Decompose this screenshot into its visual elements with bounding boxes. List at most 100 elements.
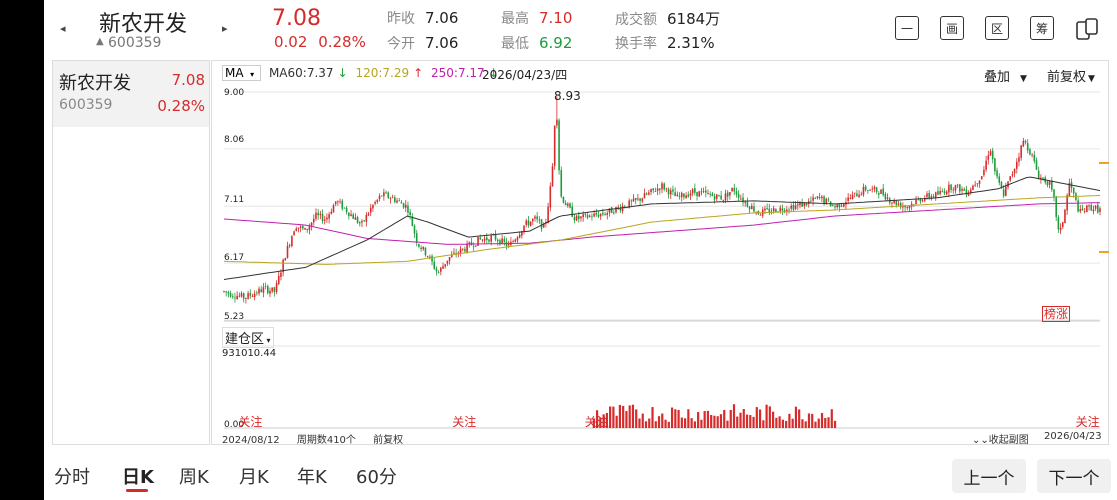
candle-body [523, 225, 525, 232]
caret-up-icon[interactable]: ▲ [96, 36, 104, 47]
rank-tag[interactable]: 榜涨 [1042, 306, 1071, 322]
next-stock-arrow-icon[interactable]: ▸ [222, 22, 228, 35]
overlay-select[interactable]: 叠加 ▼ [984, 66, 1027, 85]
tab-weekly[interactable]: 周K [179, 467, 209, 488]
candle-body [286, 245, 289, 258]
candle-body [1081, 208, 1084, 211]
sub-bar [684, 418, 687, 428]
candle-body [253, 293, 256, 298]
candle-body [783, 210, 786, 212]
adjust-label: 前复权 [1047, 70, 1087, 85]
candle-body [897, 203, 900, 205]
candle-body [461, 248, 464, 250]
candle-body [952, 189, 955, 191]
candle-body [374, 202, 376, 204]
candle-body [1033, 154, 1036, 162]
candle-body [1088, 205, 1090, 207]
candle-body [1022, 140, 1025, 147]
adjust-select[interactable]: 前复权 ▼ [1047, 66, 1095, 85]
draw-icon[interactable]: 画 [940, 16, 964, 40]
candle-body [567, 203, 569, 206]
candle-body [431, 255, 433, 262]
candle-body [878, 193, 880, 195]
sub-bar [628, 405, 631, 428]
open: 今开 7.06 [387, 33, 458, 53]
candle-body [1020, 145, 1022, 158]
candle-body [1083, 211, 1086, 213]
candle-body [748, 206, 751, 210]
candle-body [967, 192, 970, 196]
sub-bar [765, 404, 768, 428]
tab-monthly[interactable]: 月K [239, 467, 269, 488]
sub-bar [732, 404, 736, 428]
y-label-2: 8.06 [224, 135, 245, 145]
candle-body [812, 197, 814, 201]
candle-body [343, 207, 346, 209]
region-icon[interactable]: 区 [985, 16, 1009, 40]
sub-bar [814, 421, 817, 428]
candle-body [575, 215, 578, 221]
indicator-label: MA [225, 66, 244, 80]
tab-daily[interactable]: 日K [122, 467, 154, 488]
candle-body [849, 198, 852, 199]
candle-body [293, 231, 295, 236]
candle-body [534, 216, 536, 219]
sub-bar [749, 415, 752, 428]
candle-body [683, 193, 685, 198]
tab-intraday[interactable]: 分时 [54, 467, 90, 488]
candle-body [448, 257, 451, 261]
next-button[interactable]: 下一个 [1037, 459, 1111, 493]
candle-body [643, 193, 646, 199]
sub-bar [739, 412, 742, 428]
chips-icon[interactable]: 筹 [1030, 16, 1054, 40]
tab-yearly[interactable]: 年K [297, 467, 327, 488]
minus-icon[interactable]: 一 [895, 16, 919, 40]
candle-body [453, 252, 455, 254]
price-change-value: 0.02 [274, 33, 308, 51]
price-marker-low [1099, 251, 1109, 253]
candle-body [385, 192, 387, 194]
candle-body [512, 241, 514, 243]
candle-body [479, 237, 482, 240]
candle-body [737, 193, 740, 198]
prev-button[interactable]: 上一个 [952, 459, 1026, 493]
candle-body [291, 236, 293, 246]
app: ◂ ▸ 新农开发 ▲ 600359 7.08 0.02 0.28% 昨收 7.06… [44, 0, 1117, 500]
open-label: 今开 [387, 36, 415, 52]
fold-subchart-button[interactable]: ⌄⌄收起副图 [972, 431, 1029, 446]
candle-body [980, 176, 983, 180]
candle-body [700, 191, 703, 193]
kline-svg [223, 91, 1101, 429]
watchlist-item[interactable]: 新农开发 7.08 600359 0.28% [53, 61, 209, 127]
sub-bar [697, 412, 700, 428]
candle-body [282, 259, 284, 273]
candle-body [950, 184, 952, 190]
period-count: 周期数410个 [296, 435, 356, 446]
candle-body [983, 169, 985, 176]
candle-body [260, 289, 263, 293]
candle-body [659, 188, 661, 191]
candle-body [985, 160, 987, 170]
y-label-4: 6.17 [224, 253, 245, 263]
indicator-select[interactable]: MA ▾ [222, 65, 262, 81]
candle-body [796, 204, 799, 206]
focus-marker: 关注 [584, 415, 609, 429]
candle-body [744, 201, 747, 203]
sub-bar [798, 409, 801, 428]
candle-body [365, 214, 368, 222]
candle-body [902, 206, 904, 208]
sub-bar [609, 406, 612, 428]
tab-60min[interactable]: 60分 [356, 467, 397, 488]
candle-body [895, 200, 898, 206]
sub-indicator-select[interactable]: 建仓区 ▾ [222, 327, 274, 348]
candle-body [726, 192, 729, 197]
kline-chart-panel[interactable]: MA ▾ MA60:7.37 ↓ 120:7.29 ↑ 250:7.17 ↓ 2026… [211, 60, 1109, 446]
candle-body [433, 261, 436, 269]
prev-stock-arrow-icon[interactable]: ◂ [60, 22, 66, 35]
focus-marker: 关注 [238, 415, 263, 429]
multi-window-icon[interactable] [1074, 16, 1100, 42]
candle-body [1029, 149, 1031, 155]
sub-bar [648, 418, 651, 428]
sub-bar [736, 416, 739, 428]
candle-body [921, 200, 924, 202]
